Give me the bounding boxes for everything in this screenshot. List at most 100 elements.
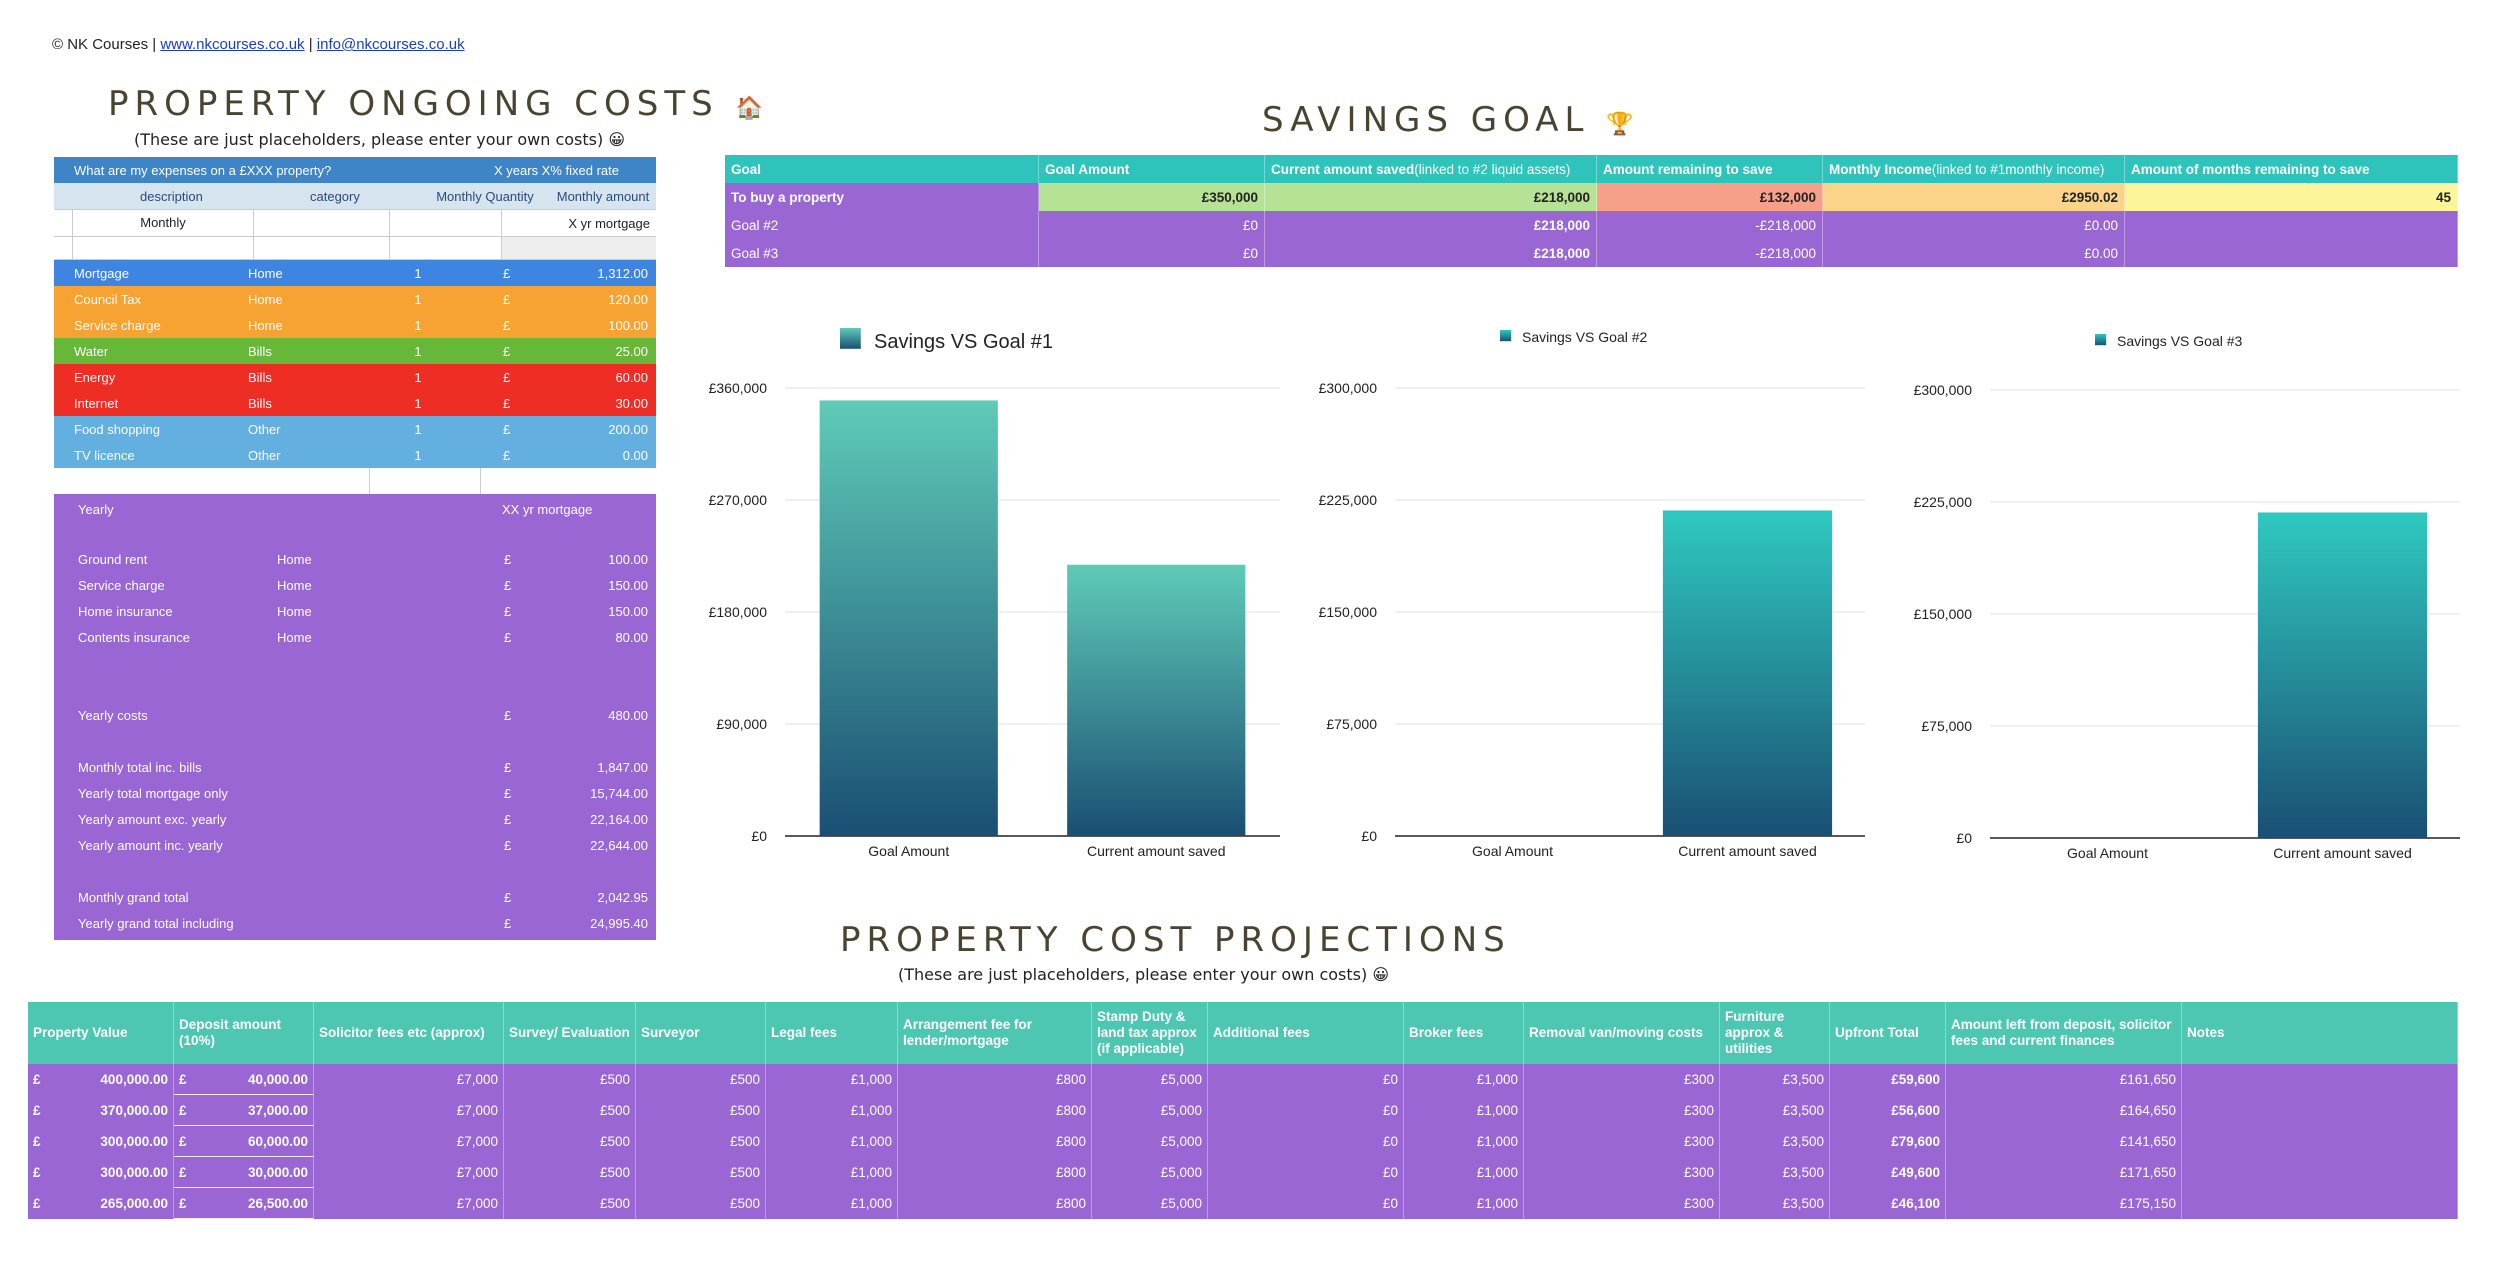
item-description[interactable]: Mortgage: [74, 265, 129, 281]
bar-current-amount-saved[interactable]: [1067, 564, 1246, 836]
savings-cell-goal[interactable]: Goal #2: [725, 211, 1039, 239]
proj-cell-solicitor[interactable]: £7,000: [314, 1095, 504, 1126]
proj-cell-additional[interactable]: £0: [1208, 1126, 1404, 1157]
proj-cell-removal[interactable]: £300: [1524, 1157, 1720, 1188]
proj-cell-stamp[interactable]: £5,000: [1092, 1095, 1208, 1126]
item-amount[interactable]: 100.00: [608, 317, 648, 333]
item-amount[interactable]: 120.00: [608, 291, 648, 307]
proj-cell-stamp[interactable]: £5,000: [1092, 1157, 1208, 1188]
proj-cell-upfront[interactable]: £56,600: [1830, 1095, 1946, 1126]
yearly-item-category[interactable]: Home: [277, 603, 312, 619]
proj-cell-survey[interactable]: £500: [504, 1126, 636, 1157]
proj-cell-survey[interactable]: £500: [504, 1064, 636, 1095]
proj-cell-removal[interactable]: £300: [1524, 1126, 1720, 1157]
item-description[interactable]: Internet: [74, 395, 119, 411]
item-quantity[interactable]: 1: [414, 447, 422, 463]
yearly-item-category[interactable]: Home: [277, 577, 312, 593]
proj-cell-furniture[interactable]: £3,500: [1720, 1095, 1830, 1126]
proj-cell-notes[interactable]: [2182, 1157, 2458, 1188]
website-link[interactable]: www.nkcourses.co.uk: [160, 36, 305, 53]
item-category[interactable]: Bills: [248, 343, 272, 359]
item-quantity[interactable]: 1: [414, 343, 422, 359]
yearly-item-amount[interactable]: 80.00: [615, 629, 648, 645]
savings-cell-saved[interactable]: £218,000: [1265, 183, 1597, 211]
proj-cell-additional[interactable]: £0: [1208, 1157, 1404, 1188]
proj-cell-stamp[interactable]: £5,000: [1092, 1126, 1208, 1157]
proj-cell-arrangement[interactable]: £800: [898, 1064, 1092, 1095]
proj-cell-legal[interactable]: £1,000: [766, 1157, 898, 1188]
proj-cell-solicitor[interactable]: £7,000: [314, 1157, 504, 1188]
total-amount[interactable]: 2,042.95: [597, 889, 648, 905]
proj-cell-left[interactable]: £171,650: [1946, 1157, 2182, 1188]
proj-cell-furniture[interactable]: £3,500: [1720, 1126, 1830, 1157]
proj-cell-surveyor[interactable]: £500: [636, 1188, 766, 1219]
item-quantity[interactable]: 1: [414, 395, 422, 411]
item-category[interactable]: Home: [248, 317, 283, 333]
item-quantity[interactable]: 1: [414, 317, 422, 333]
proj-cell-surveyor[interactable]: £500: [636, 1157, 766, 1188]
item-amount[interactable]: 200.00: [608, 421, 648, 437]
proj-cell-deposit[interactable]: £37,000.00: [174, 1095, 314, 1126]
total-amount[interactable]: 24,995.40: [590, 915, 648, 931]
proj-cell-value[interactable]: £300,000.00: [28, 1157, 174, 1188]
savings-cell-saved[interactable]: £218,000: [1265, 239, 1597, 267]
savings-cell-amount[interactable]: £350,000: [1039, 183, 1265, 211]
proj-cell-broker[interactable]: £1,000: [1404, 1126, 1524, 1157]
proj-cell-additional[interactable]: £0: [1208, 1188, 1404, 1219]
proj-cell-furniture[interactable]: £3,500: [1720, 1188, 1830, 1219]
proj-cell-solicitor[interactable]: £7,000: [314, 1126, 504, 1157]
proj-cell-legal[interactable]: £1,000: [766, 1126, 898, 1157]
proj-cell-upfront[interactable]: £49,600: [1830, 1157, 1946, 1188]
proj-cell-survey[interactable]: £500: [504, 1095, 636, 1126]
item-quantity[interactable]: 1: [414, 265, 422, 281]
item-quantity[interactable]: 1: [414, 291, 422, 307]
total-amount[interactable]: 15,744.00: [590, 785, 648, 801]
savings-cell-remaining[interactable]: £132,000: [1597, 183, 1823, 211]
item-quantity[interactable]: 1: [414, 369, 422, 385]
item-description[interactable]: Water: [74, 343, 109, 359]
proj-cell-deposit[interactable]: £26,500.00: [174, 1188, 314, 1219]
proj-cell-survey[interactable]: £500: [504, 1157, 636, 1188]
item-category[interactable]: Bills: [248, 395, 272, 411]
proj-cell-arrangement[interactable]: £800: [898, 1157, 1092, 1188]
proj-cell-upfront[interactable]: £46,100: [1830, 1188, 1946, 1219]
monthly-mortgage-term[interactable]: X yr mortgage: [568, 215, 650, 231]
proj-cell-deposit[interactable]: £40,000.00: [174, 1064, 314, 1095]
proj-cell-furniture[interactable]: £3,500: [1720, 1157, 1830, 1188]
proj-cell-surveyor[interactable]: £500: [636, 1126, 766, 1157]
savings-cell-saved[interactable]: £218,000: [1265, 211, 1597, 239]
email-link[interactable]: info@nkcourses.co.uk: [316, 36, 465, 53]
item-amount[interactable]: 60.00: [615, 369, 648, 385]
proj-cell-broker[interactable]: £1,000: [1404, 1157, 1524, 1188]
proj-cell-upfront[interactable]: £59,600: [1830, 1064, 1946, 1095]
savings-cell-months[interactable]: [2125, 211, 2458, 239]
proj-cell-left[interactable]: £175,150: [1946, 1188, 2182, 1219]
proj-cell-upfront[interactable]: £79,600: [1830, 1126, 1946, 1157]
proj-cell-solicitor[interactable]: £7,000: [314, 1188, 504, 1219]
yearly-item-description[interactable]: Contents insurance: [78, 629, 191, 645]
proj-cell-removal[interactable]: £300: [1524, 1188, 1720, 1219]
proj-cell-legal[interactable]: £1,000: [766, 1064, 898, 1095]
savings-cell-months[interactable]: 45: [2125, 183, 2458, 211]
proj-cell-removal[interactable]: £300: [1524, 1095, 1720, 1126]
bar-current-amount-saved[interactable]: [2257, 512, 2428, 838]
savings-cell-income[interactable]: £0.00: [1823, 239, 2125, 267]
proj-cell-deposit[interactable]: £30,000.00: [174, 1157, 314, 1188]
proj-cell-stamp[interactable]: £5,000: [1092, 1188, 1208, 1219]
proj-cell-left[interactable]: £161,650: [1946, 1064, 2182, 1095]
bar-current-amount-saved[interactable]: [1662, 510, 1833, 836]
proj-cell-arrangement[interactable]: £800: [898, 1188, 1092, 1219]
total-amount[interactable]: 1,847.00: [597, 759, 648, 775]
bar-goal-amount[interactable]: [819, 400, 998, 836]
monthly-label[interactable]: Monthly: [73, 210, 254, 236]
proj-cell-broker[interactable]: £1,000: [1404, 1064, 1524, 1095]
proj-cell-value[interactable]: £370,000.00: [28, 1095, 174, 1126]
savings-cell-income[interactable]: £2950.02: [1823, 183, 2125, 211]
yearly-item-category[interactable]: Home: [277, 629, 312, 645]
yearly-item-amount[interactable]: 100.00: [608, 551, 648, 567]
item-category[interactable]: Other: [248, 447, 281, 463]
proj-cell-broker[interactable]: £1,000: [1404, 1188, 1524, 1219]
proj-cell-notes[interactable]: [2182, 1064, 2458, 1095]
proj-cell-solicitor[interactable]: £7,000: [314, 1064, 504, 1095]
item-category[interactable]: Home: [248, 291, 283, 307]
